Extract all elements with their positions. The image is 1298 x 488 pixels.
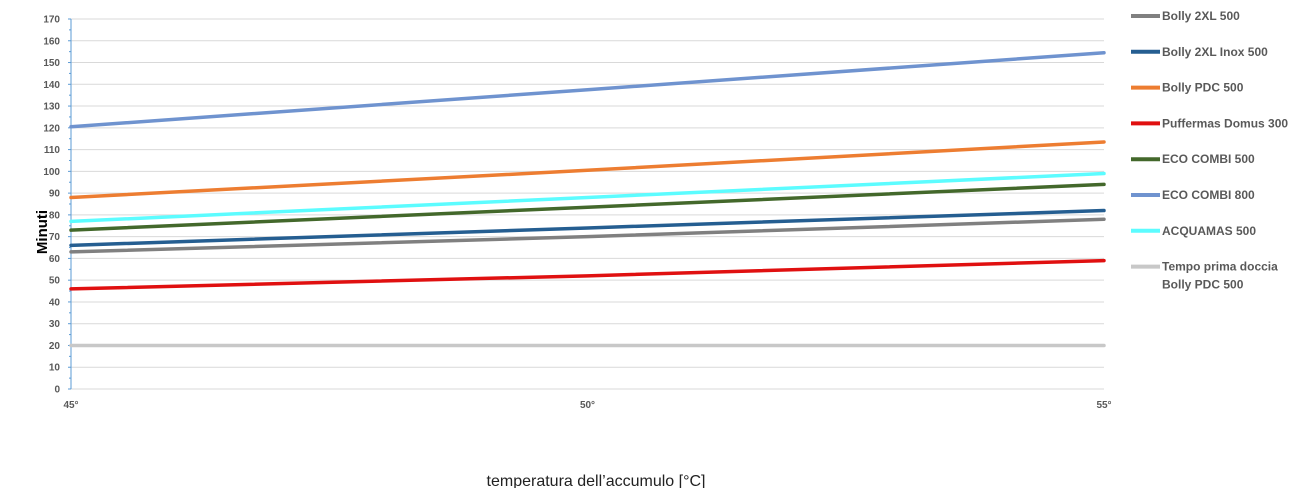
- x-tick-label: 45°: [63, 400, 78, 411]
- y-axis-title: Minuti: [34, 210, 51, 254]
- series-lines: [69, 50, 1106, 348]
- y-tick-label: 70: [49, 232, 61, 243]
- x-axis-title: temperatura dell’accumulo [°C]: [487, 473, 706, 488]
- legend-label: ECO COMBI 800: [1162, 188, 1255, 202]
- series-line: [69, 171, 1106, 224]
- legend-label: Bolly 2XL Inox 500: [1162, 45, 1268, 59]
- axes: 0 10 20 30 40 50 60 70 80 90 100 110 120 130 140 150 160…: [43, 15, 1111, 412]
- series-line: [69, 217, 1106, 254]
- series-line: [69, 50, 1106, 129]
- series-line: [69, 182, 1106, 232]
- gridlines: [71, 18, 1104, 368]
- y-tick-label: 150: [43, 58, 60, 69]
- y-tick-label: 140: [43, 80, 60, 91]
- legend-label: ACQUAMAS 500: [1162, 224, 1256, 238]
- legend: Bolly 2XL 500 Bolly 2XL Inox 500 Bolly PDC…: [1131, 9, 1288, 292]
- y-tick-label: 100: [43, 167, 60, 178]
- x-tick-label: 50°: [580, 400, 595, 411]
- legend-label: Tempo prima doccia: [1162, 260, 1278, 274]
- legend-label: ECO COMBI 500: [1162, 152, 1255, 166]
- y-tick-label: 60: [49, 254, 61, 265]
- y-tick-label: 120: [43, 123, 60, 134]
- y-tick-label: 80: [49, 210, 61, 221]
- series-line: [69, 258, 1106, 291]
- legend-label: Bolly PDC 500: [1162, 81, 1244, 95]
- y-tick-label: 50: [49, 276, 61, 287]
- y-tick-label: 30: [49, 319, 61, 330]
- legend-label: Bolly PDC 500: [1162, 278, 1244, 292]
- legend-label: Puffermas Domus 300: [1162, 116, 1288, 130]
- y-tick-label: 40: [49, 297, 61, 308]
- y-tick-label: 0: [54, 385, 60, 396]
- y-tick-label: 10: [49, 363, 61, 374]
- legend-label: Bolly 2XL 500: [1162, 9, 1240, 23]
- y-tick-label: 110: [44, 145, 61, 156]
- x-tick-label: 55°: [1096, 400, 1111, 411]
- y-tick-label: 170: [43, 15, 60, 26]
- y-tick-label: 160: [43, 36, 60, 47]
- series-line: [69, 208, 1106, 248]
- y-tick-label: 90: [49, 189, 61, 200]
- y-tick-label: 20: [49, 341, 61, 352]
- y-tick-label: 130: [43, 102, 60, 113]
- series-line: [69, 140, 1106, 200]
